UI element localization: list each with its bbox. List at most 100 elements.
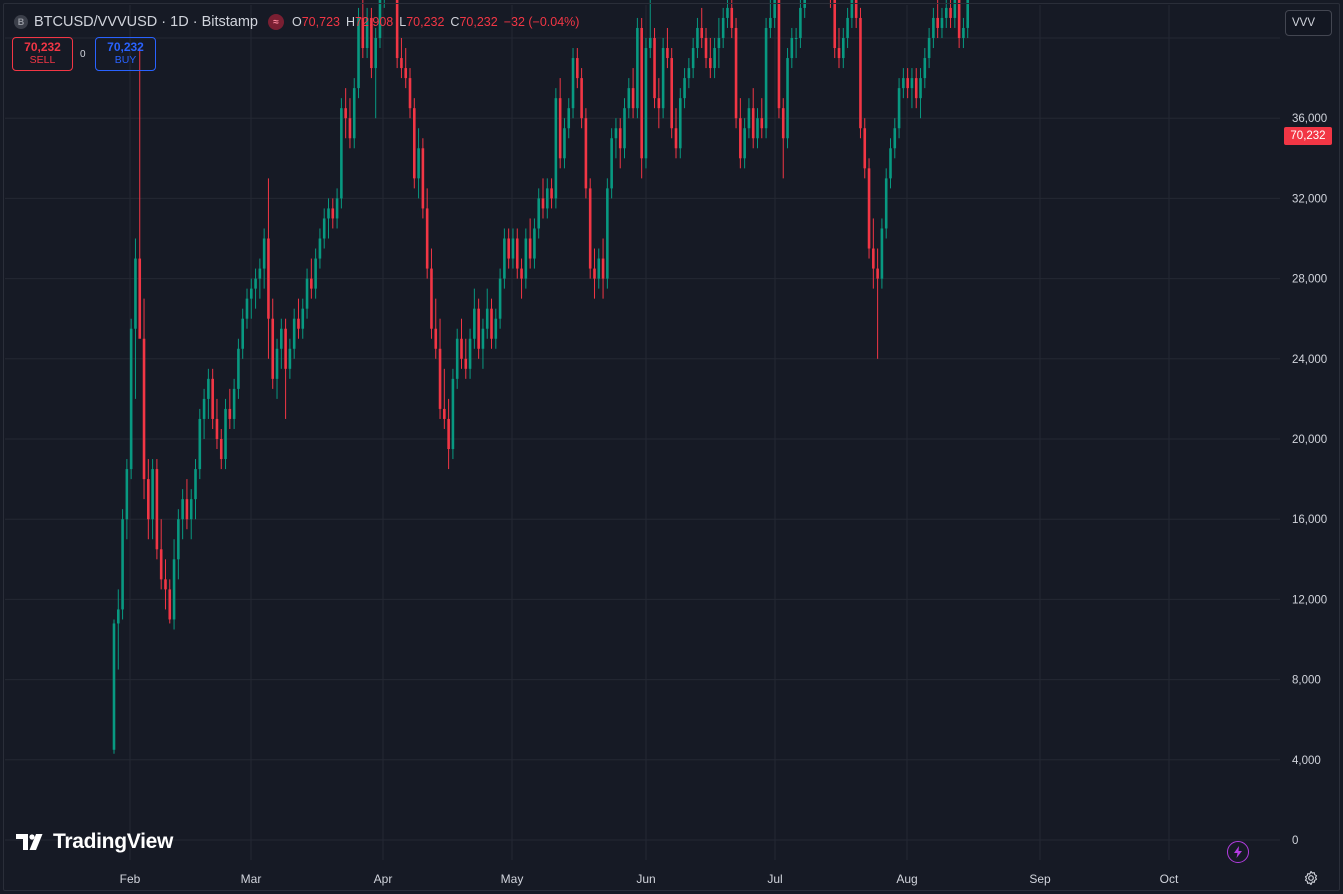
lightning-icon[interactable] bbox=[1227, 841, 1249, 863]
candle-body bbox=[730, 7, 734, 28]
candle-body bbox=[121, 519, 124, 610]
candle bbox=[803, 0, 806, 18]
candle-body bbox=[940, 17, 944, 28]
candle-body bbox=[421, 148, 425, 209]
candle bbox=[949, 0, 952, 28]
candle bbox=[872, 218, 875, 289]
time-tick-label: Jul bbox=[767, 872, 782, 886]
candle-body bbox=[799, 7, 802, 39]
candle-body bbox=[515, 238, 519, 269]
gear-icon[interactable] bbox=[1303, 870, 1319, 886]
candle bbox=[923, 48, 927, 89]
candle bbox=[357, 7, 360, 99]
close-label: C bbox=[450, 15, 460, 29]
candle bbox=[932, 7, 935, 49]
candle bbox=[443, 368, 446, 429]
candle-body bbox=[172, 559, 176, 620]
price-tick-label: 12,000 bbox=[1292, 594, 1327, 606]
candle-body bbox=[481, 328, 485, 349]
time-axis[interactable]: Feb Mar Apr May Jun Jul Aug Sep Oct bbox=[120, 872, 1179, 886]
candle bbox=[292, 308, 296, 359]
candle-body bbox=[164, 579, 167, 590]
candle-body bbox=[305, 278, 309, 309]
candle-body bbox=[876, 268, 879, 279]
candle bbox=[524, 228, 528, 289]
candle-body bbox=[249, 288, 253, 299]
candle bbox=[438, 318, 442, 419]
buy-button[interactable]: 70,232 BUY bbox=[95, 37, 156, 71]
candle bbox=[211, 368, 214, 429]
candle-body bbox=[709, 58, 712, 69]
candle-body bbox=[498, 278, 502, 319]
candle bbox=[584, 108, 588, 199]
candle-body bbox=[211, 378, 214, 419]
time-tick-label: Feb bbox=[120, 872, 141, 886]
candle bbox=[275, 338, 279, 399]
symbol-title[interactable]: BTCUSD/VVVUSD · 1D · Bitstamp bbox=[34, 14, 258, 30]
candle bbox=[468, 328, 472, 379]
candle bbox=[734, 17, 738, 129]
candle-body bbox=[636, 27, 639, 109]
bitcoin-icon[interactable]: B bbox=[14, 15, 28, 29]
candle bbox=[893, 118, 897, 159]
symbol-header: B BTCUSD/VVVUSD · 1D · Bitstamp ≈ O70,72… bbox=[14, 12, 585, 32]
candle-body bbox=[550, 188, 553, 199]
candle bbox=[614, 118, 618, 159]
candle bbox=[545, 178, 549, 219]
candle-body bbox=[365, 17, 369, 49]
candle-body bbox=[859, 17, 862, 129]
sell-price: 70,232 bbox=[24, 40, 61, 54]
tradingview-logo[interactable]: TradingView bbox=[16, 830, 173, 854]
candle-body bbox=[678, 98, 682, 149]
candle bbox=[121, 509, 124, 620]
candle-body bbox=[653, 38, 656, 99]
candle-body bbox=[468, 338, 472, 369]
candle bbox=[537, 188, 541, 239]
candle-body bbox=[374, 38, 377, 69]
candle bbox=[378, 0, 382, 49]
candle-body bbox=[138, 258, 142, 339]
candle bbox=[481, 318, 485, 369]
candle-body bbox=[159, 549, 163, 580]
candle-body bbox=[361, 17, 365, 49]
candle-body bbox=[661, 48, 665, 109]
candle-body bbox=[846, 17, 849, 38]
candle bbox=[219, 428, 223, 470]
candle-body bbox=[344, 108, 347, 119]
wave-icon[interactable]: ≈ bbox=[268, 14, 284, 30]
candle bbox=[739, 98, 742, 169]
candle-body bbox=[237, 348, 240, 389]
candle-body bbox=[644, 48, 648, 159]
buy-price: 70,232 bbox=[107, 40, 144, 54]
candle-body bbox=[147, 479, 150, 520]
candle-body bbox=[880, 228, 884, 279]
candle bbox=[966, 0, 970, 38]
candle bbox=[648, 0, 652, 59]
candle-body bbox=[241, 318, 244, 349]
price-axis[interactable]: 0 4,000 8,000 12,000 16,000 20,000 24,000 28,00… bbox=[1292, 113, 1327, 847]
candle bbox=[395, 0, 399, 69]
candle-body bbox=[511, 238, 515, 259]
candle-body bbox=[370, 17, 373, 69]
currency-button[interactable]: VVV bbox=[1285, 10, 1332, 36]
candle bbox=[678, 88, 682, 159]
candle bbox=[267, 178, 270, 359]
candle bbox=[340, 98, 343, 209]
brand-text: TradingView bbox=[53, 830, 174, 853]
candle bbox=[262, 228, 266, 289]
candle bbox=[940, 7, 944, 38]
candle-body bbox=[889, 148, 892, 179]
candle-body bbox=[914, 78, 918, 99]
candle-body bbox=[232, 388, 236, 419]
candle bbox=[207, 368, 210, 419]
candle-body bbox=[395, 0, 399, 59]
candle bbox=[696, 17, 699, 59]
candle-body bbox=[541, 198, 545, 209]
candle bbox=[138, 48, 142, 339]
candle-body bbox=[280, 328, 283, 349]
sell-button[interactable]: 70,232 SELL bbox=[12, 37, 73, 71]
candle bbox=[657, 78, 661, 129]
candle-body bbox=[563, 128, 566, 159]
candle-body bbox=[760, 118, 764, 129]
